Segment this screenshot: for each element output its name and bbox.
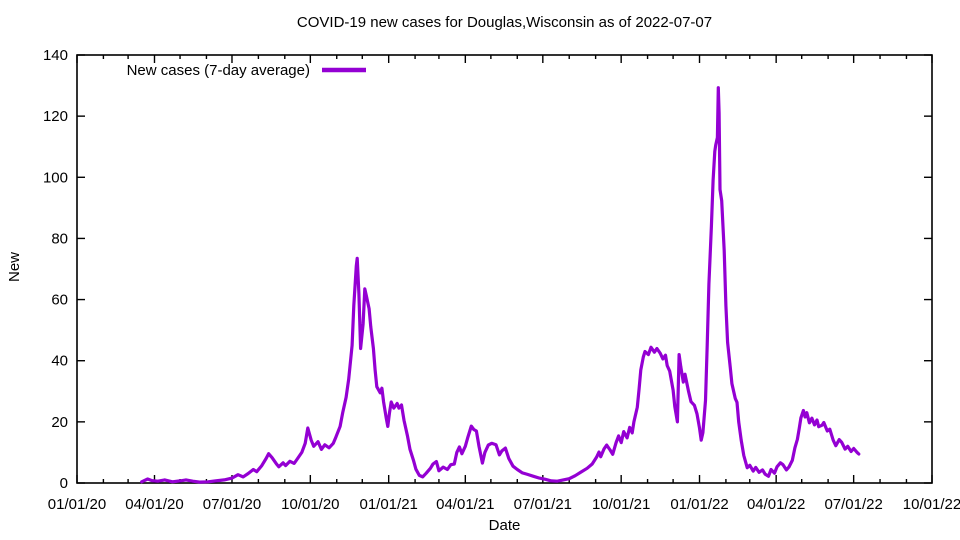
y-tick-label: 0 — [60, 475, 68, 492]
x-tick-label: 07/01/21 — [514, 496, 572, 513]
x-tick-label: 10/01/21 — [592, 496, 650, 513]
x-tick-label: 07/01/22 — [824, 496, 882, 513]
y-tick-label: 60 — [51, 292, 68, 309]
y-tick-label: 20 — [51, 414, 68, 431]
series-line — [140, 86, 861, 484]
x-tick-label: 01/01/21 — [359, 496, 417, 513]
x-tick-label: 10/01/20 — [281, 496, 339, 513]
chart-title: COVID-19 new cases for Douglas,Wisconsin… — [296, 14, 713, 31]
x-axis-title: Date — [488, 517, 521, 534]
y-tick-label: 40 — [51, 353, 68, 370]
x-tick-label: 04/01/21 — [436, 496, 494, 513]
x-tick-label: 04/01/20 — [125, 496, 183, 513]
x-tick-label: 04/01/22 — [747, 496, 805, 513]
y-tick-label: 140 — [43, 47, 68, 64]
y-tick-label: 120 — [43, 108, 68, 125]
x-tick-label: 01/01/20 — [48, 496, 106, 513]
x-tick-label: 07/01/20 — [203, 496, 261, 513]
y-tick-label: 80 — [51, 230, 68, 247]
legend-label: New cases (7-day average) — [126, 62, 310, 79]
x-tick-label: 01/01/22 — [670, 496, 728, 513]
plot-border — [76, 54, 933, 484]
x-tick-label: 10/01/22 — [903, 496, 960, 513]
y-tick-label: 100 — [43, 169, 68, 186]
